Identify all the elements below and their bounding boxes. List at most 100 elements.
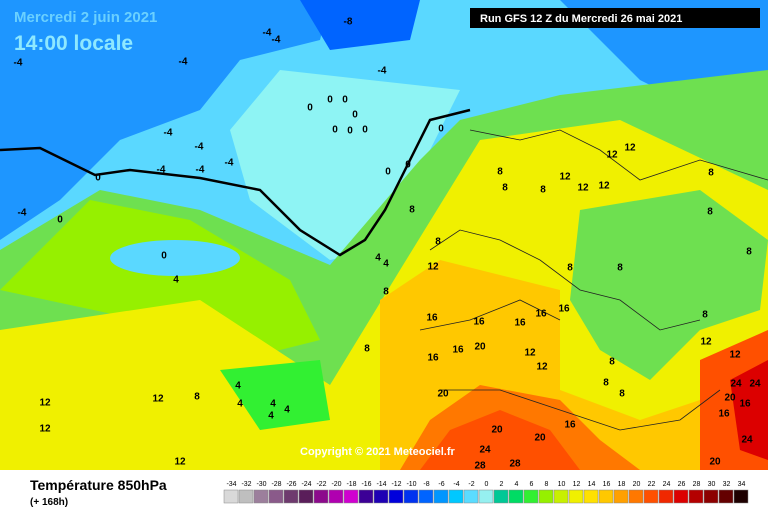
contour-label: 24 [479,445,491,456]
scale-swatch [703,489,719,504]
contour-label: 12 [729,350,741,361]
contour-label: 12 [152,394,164,405]
legend-title: Température 850hPa [30,477,167,493]
contour-label: 4 [268,411,274,422]
contour-label: 8 [619,389,625,400]
contour-label: 4 [284,405,290,416]
scale-tick-label: -26 [286,481,296,488]
contour-label: 24 [741,435,753,446]
contour-label: 4 [383,259,389,270]
contour-label: 8 [502,183,508,194]
scale-swatch [313,489,329,504]
scale-swatch [328,489,344,504]
contour-label: 8 [603,378,609,389]
contour-label: -4 [157,165,166,176]
scale-tick-label: 34 [738,481,746,488]
scale-swatch [628,489,644,504]
scale-tick-label: -6 [438,481,444,488]
scale-swatch [373,489,389,504]
contour-label: 16 [426,313,438,324]
contour-label: 12 [559,172,571,183]
contour-label: 12 [39,424,51,435]
contour-label: 24 [730,379,742,390]
contour-label: 12 [536,362,548,373]
contour-label: 8 [567,263,573,274]
scale-tick-label: 16 [603,481,611,488]
contour-label: 0 [57,215,63,226]
scale-tick-label: -22 [316,481,326,488]
contour-label: -4 [272,35,281,46]
run-label: Run GFS 12 Z du Mercredi 26 mai 2021 [480,13,682,25]
scale-swatch [538,489,554,504]
scale-swatch [238,489,254,504]
scale-swatch [673,489,689,504]
contour-label: 0 [161,251,167,262]
contour-label: 12 [624,143,636,154]
hot-zone [730,360,768,460]
contour-label: 4 [270,399,276,410]
run-box [470,8,760,28]
scale-tick-label: -2 [468,481,474,488]
contour-label: 8 [409,205,415,216]
scale-swatch [343,489,359,504]
scale-tick-label: -30 [256,481,266,488]
contour-label: 12 [39,398,51,409]
hot-zone [420,410,580,470]
contour-label: 0 [362,125,368,136]
contour-label: 8 [708,168,714,179]
contour-label: 4 [173,275,179,286]
scale-swatch [688,489,704,504]
contour-label: 0 [327,95,333,106]
contour-label: 12 [598,181,610,192]
contour-label: 8 [383,287,389,298]
copyright: Copyright © 2021 Meteociel.fr [300,446,456,458]
scale-swatch [478,489,494,504]
scale-tick-label: -32 [241,481,251,488]
scale-tick-label: -14 [376,481,386,488]
scale-swatch [298,489,314,504]
contour-label: 12 [524,348,536,359]
contour-label: 20 [437,389,449,400]
cold-zone [0,0,330,240]
contour-label: 8 [609,357,615,368]
scale-tick-label: 2 [500,481,504,488]
scale-swatch [433,489,449,504]
contour-label: 8 [194,392,200,403]
scale-tick-label: 30 [708,481,716,488]
scale-swatch [658,489,674,504]
scale-swatch [493,489,509,504]
scale-tick-label: -34 [226,481,236,488]
ice-edge [0,108,471,257]
contour-label: 16 [514,318,526,329]
contour-label: 8 [617,263,623,274]
cold-zone [300,0,420,50]
scale-tick-label: 4 [515,481,519,488]
contour-label: 8 [707,207,713,218]
scale-tick-label: 18 [618,481,626,488]
scale-swatch [733,489,749,504]
contour-label: -8 [344,17,353,28]
contour-label: 12 [577,183,589,194]
legend-subtitle: (+ 168h) [30,497,68,508]
contour-label: 16 [558,304,570,315]
scale-swatch [568,489,584,504]
mild-zone [220,360,330,430]
scale-swatch [718,489,734,504]
warm-zone [0,120,768,470]
contour-label: 16 [739,399,751,410]
contour-label: 20 [724,393,736,404]
contour-label: 16 [473,317,485,328]
contour-label: 28 [474,461,486,472]
contour-label: -4 [18,208,27,219]
mild-zone [570,190,768,380]
contour-label: 0 [352,110,358,121]
scale-swatch [283,489,299,504]
contour-label: 12 [606,150,618,161]
scale-swatch [463,489,479,504]
scale-tick-label: 8 [545,481,549,488]
contour-label: 8 [746,247,752,258]
contour-label: 12 [174,457,186,468]
scale-swatch [613,489,629,504]
